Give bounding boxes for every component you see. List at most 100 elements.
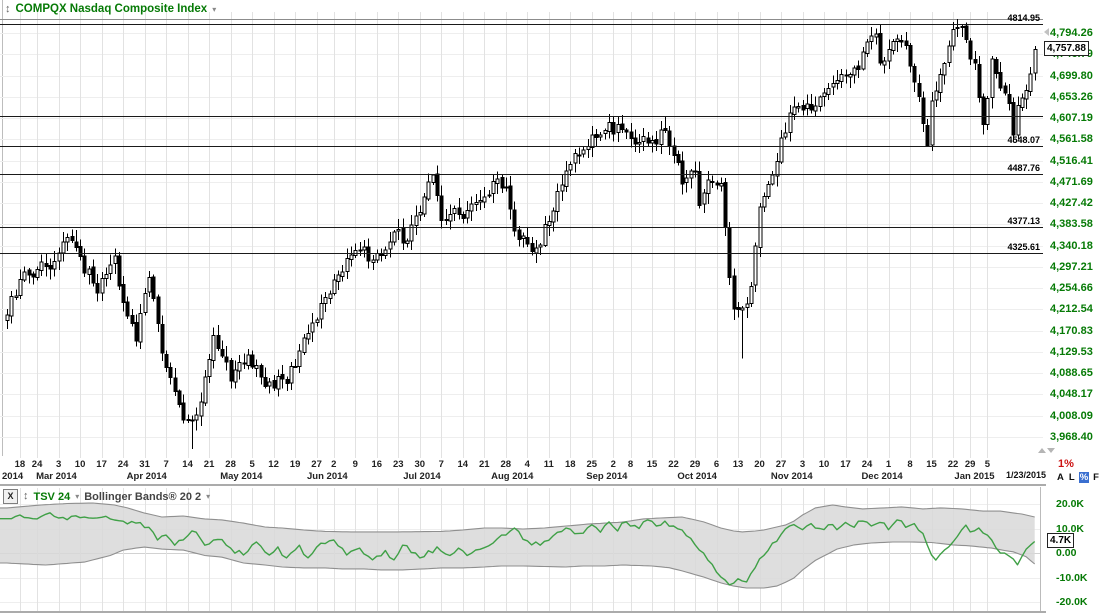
date-tick-label: 28	[225, 459, 236, 470]
date-tick-label: 10	[74, 459, 86, 470]
date-tick-label: 9	[352, 459, 358, 470]
indicator-header: X ↕ TSV 24 ▾ Bollinger Bands® 20 2 ▾	[3, 489, 210, 504]
month-label: Jun 2014	[307, 471, 348, 482]
close-indicator-button[interactable]: X	[3, 489, 18, 504]
date-tick-label: 11	[543, 459, 554, 470]
month-label: Sep 2014	[586, 471, 628, 482]
drag-handle-icon[interactable]: ↕	[23, 490, 29, 502]
date-tick-label: 2	[610, 459, 616, 470]
date-tick-label: 8	[907, 459, 913, 470]
trendline-value-label: 4487.76	[1007, 162, 1040, 173]
price-axis-label: 4,794.26	[1050, 27, 1093, 39]
chevron-down-icon[interactable]: ▾	[75, 492, 80, 501]
date-tick-label: 7	[163, 459, 169, 470]
date-tick-label: 17	[96, 459, 107, 470]
indicator-value-box: 4.7K	[1047, 533, 1075, 549]
date-tick-label: 27	[311, 459, 322, 470]
symbol-selector[interactable]: ↕ COMPQX Nasdaq Composite Index ▾	[5, 3, 216, 15]
date-tick-label: 15	[926, 459, 937, 470]
date-tick-label: 24	[861, 459, 873, 470]
date-tick-label: 29	[964, 459, 976, 470]
candlestick-series	[5, 18, 1038, 450]
date-tick-label: 12	[268, 459, 279, 470]
date-tick-label: 29	[689, 459, 701, 470]
month-label: May 2014	[220, 471, 263, 482]
scale-percent-label[interactable]: 1%	[1058, 458, 1074, 470]
date-tick-label: 24	[31, 459, 43, 470]
date-tick-label: 17	[840, 459, 851, 470]
bollinger-bands-label[interactable]: Bollinger Bands® 20 2	[84, 490, 202, 503]
price-axis-label: 4,170.83	[1050, 324, 1093, 337]
date-tick-label: 8	[627, 459, 634, 470]
date-tick-label: 24	[117, 459, 129, 470]
bollinger-lower-band[interactable]	[0, 541, 1036, 589]
scale-mode-a[interactable]: A	[1057, 472, 1064, 483]
price-axis-label: 4,471.69	[1050, 175, 1093, 188]
month-label: Nov 2014	[770, 471, 813, 482]
tsv-indicator-label[interactable]: TSV 24	[33, 490, 71, 503]
date-tick-label: 14	[182, 459, 193, 470]
date-tick-label: 31	[139, 459, 150, 470]
date-tick-label: 13	[732, 459, 744, 470]
horizontal-trendlines[interactable]	[0, 23, 1043, 255]
price-axis-label: 4,048.17	[1050, 388, 1093, 401]
price-axis-label: 4,516.41	[1050, 154, 1093, 167]
date-tick-label: 3	[55, 459, 62, 470]
bollinger-upper-band[interactable]	[0, 502, 1035, 533]
date-tick-label: 4	[524, 459, 530, 470]
date-tick-label: 18	[14, 459, 26, 470]
date-tick-label: 7	[438, 459, 444, 470]
price-axis-label: 3,968.40	[1050, 430, 1093, 443]
price-axis-label: 4,129.53	[1050, 345, 1093, 358]
price-axis-label: 4,297.21	[1050, 260, 1093, 273]
scale-mode-%[interactable]: %	[1078, 472, 1090, 483]
scale-mode-l[interactable]: L	[1068, 472, 1075, 483]
indicator-axis-label: -10.0K	[1056, 571, 1088, 584]
pane-resize-up-icon[interactable]	[1038, 448, 1046, 453]
current-price-box: 4,757.88	[1044, 41, 1089, 57]
date-tick-label: 23	[393, 459, 404, 470]
price-axis-label: 4,254.66	[1050, 282, 1093, 295]
date-tick-label: 16	[371, 459, 383, 470]
price-axis-label: 4,008.09	[1050, 409, 1093, 422]
date-tick-label: 25	[586, 459, 598, 470]
indicator-plot[interactable]	[0, 487, 1041, 613]
price-axis-label: 4,212.54	[1050, 303, 1093, 316]
date-tick-label: 28	[500, 459, 512, 470]
pane-divider[interactable]	[0, 484, 1046, 486]
chart-title[interactable]: COMPQX Nasdaq Composite Index	[15, 3, 208, 15]
date-tick-label: 1	[885, 459, 892, 470]
last-date-label: 1/23/2015	[1005, 470, 1046, 480]
chevron-down-icon[interactable]: ▾	[212, 4, 217, 14]
main-chart-plot[interactable]	[0, 0, 1043, 458]
pane-resize-down-icon[interactable]	[1047, 448, 1055, 453]
scale-mode-selector[interactable]: A L% F	[1056, 472, 1100, 483]
month-label: Jan 2015	[954, 471, 995, 482]
chevron-down-icon[interactable]: ▾	[206, 492, 211, 501]
date-tick-label: 6	[713, 459, 720, 470]
drag-handle-icon[interactable]: ↕	[5, 2, 11, 15]
date-tick-label: 20	[754, 459, 765, 470]
date-tick-label: 22	[668, 459, 679, 470]
date-tick-label: 3	[799, 459, 806, 470]
axis-scroll-icon[interactable]	[1044, 28, 1049, 36]
indicator-axis-label: 20.0K	[1056, 498, 1085, 510]
month-label: Oct 2014	[677, 471, 717, 482]
trendline-value-label: 4325.61	[1007, 241, 1040, 252]
price-axis-label: 4,383.58	[1050, 218, 1093, 231]
trendline-value-label: 4814.95	[1007, 12, 1040, 23]
price-axis-label: 4,427.42	[1050, 197, 1093, 210]
price-axis-label: 4,340.18	[1050, 239, 1093, 252]
price-axis-label: 4,653.26	[1050, 90, 1093, 103]
date-tick-label: 19	[289, 459, 301, 470]
indicator-axis-label: -20.0K	[1056, 596, 1088, 608]
date-tick-label: 30	[414, 459, 426, 470]
indicator-axis-label: 0.00	[1056, 547, 1077, 559]
month-label: Apr 2014	[126, 471, 167, 482]
date-tick-label: 18	[565, 459, 576, 470]
tsv-line[interactable]	[0, 512, 1036, 586]
date-tick-label: 27	[775, 459, 787, 470]
scale-mode-f[interactable]: F	[1093, 472, 1099, 483]
date-tick-label: 14	[457, 459, 469, 470]
trendline-value-label: 4377.13	[1007, 215, 1040, 226]
